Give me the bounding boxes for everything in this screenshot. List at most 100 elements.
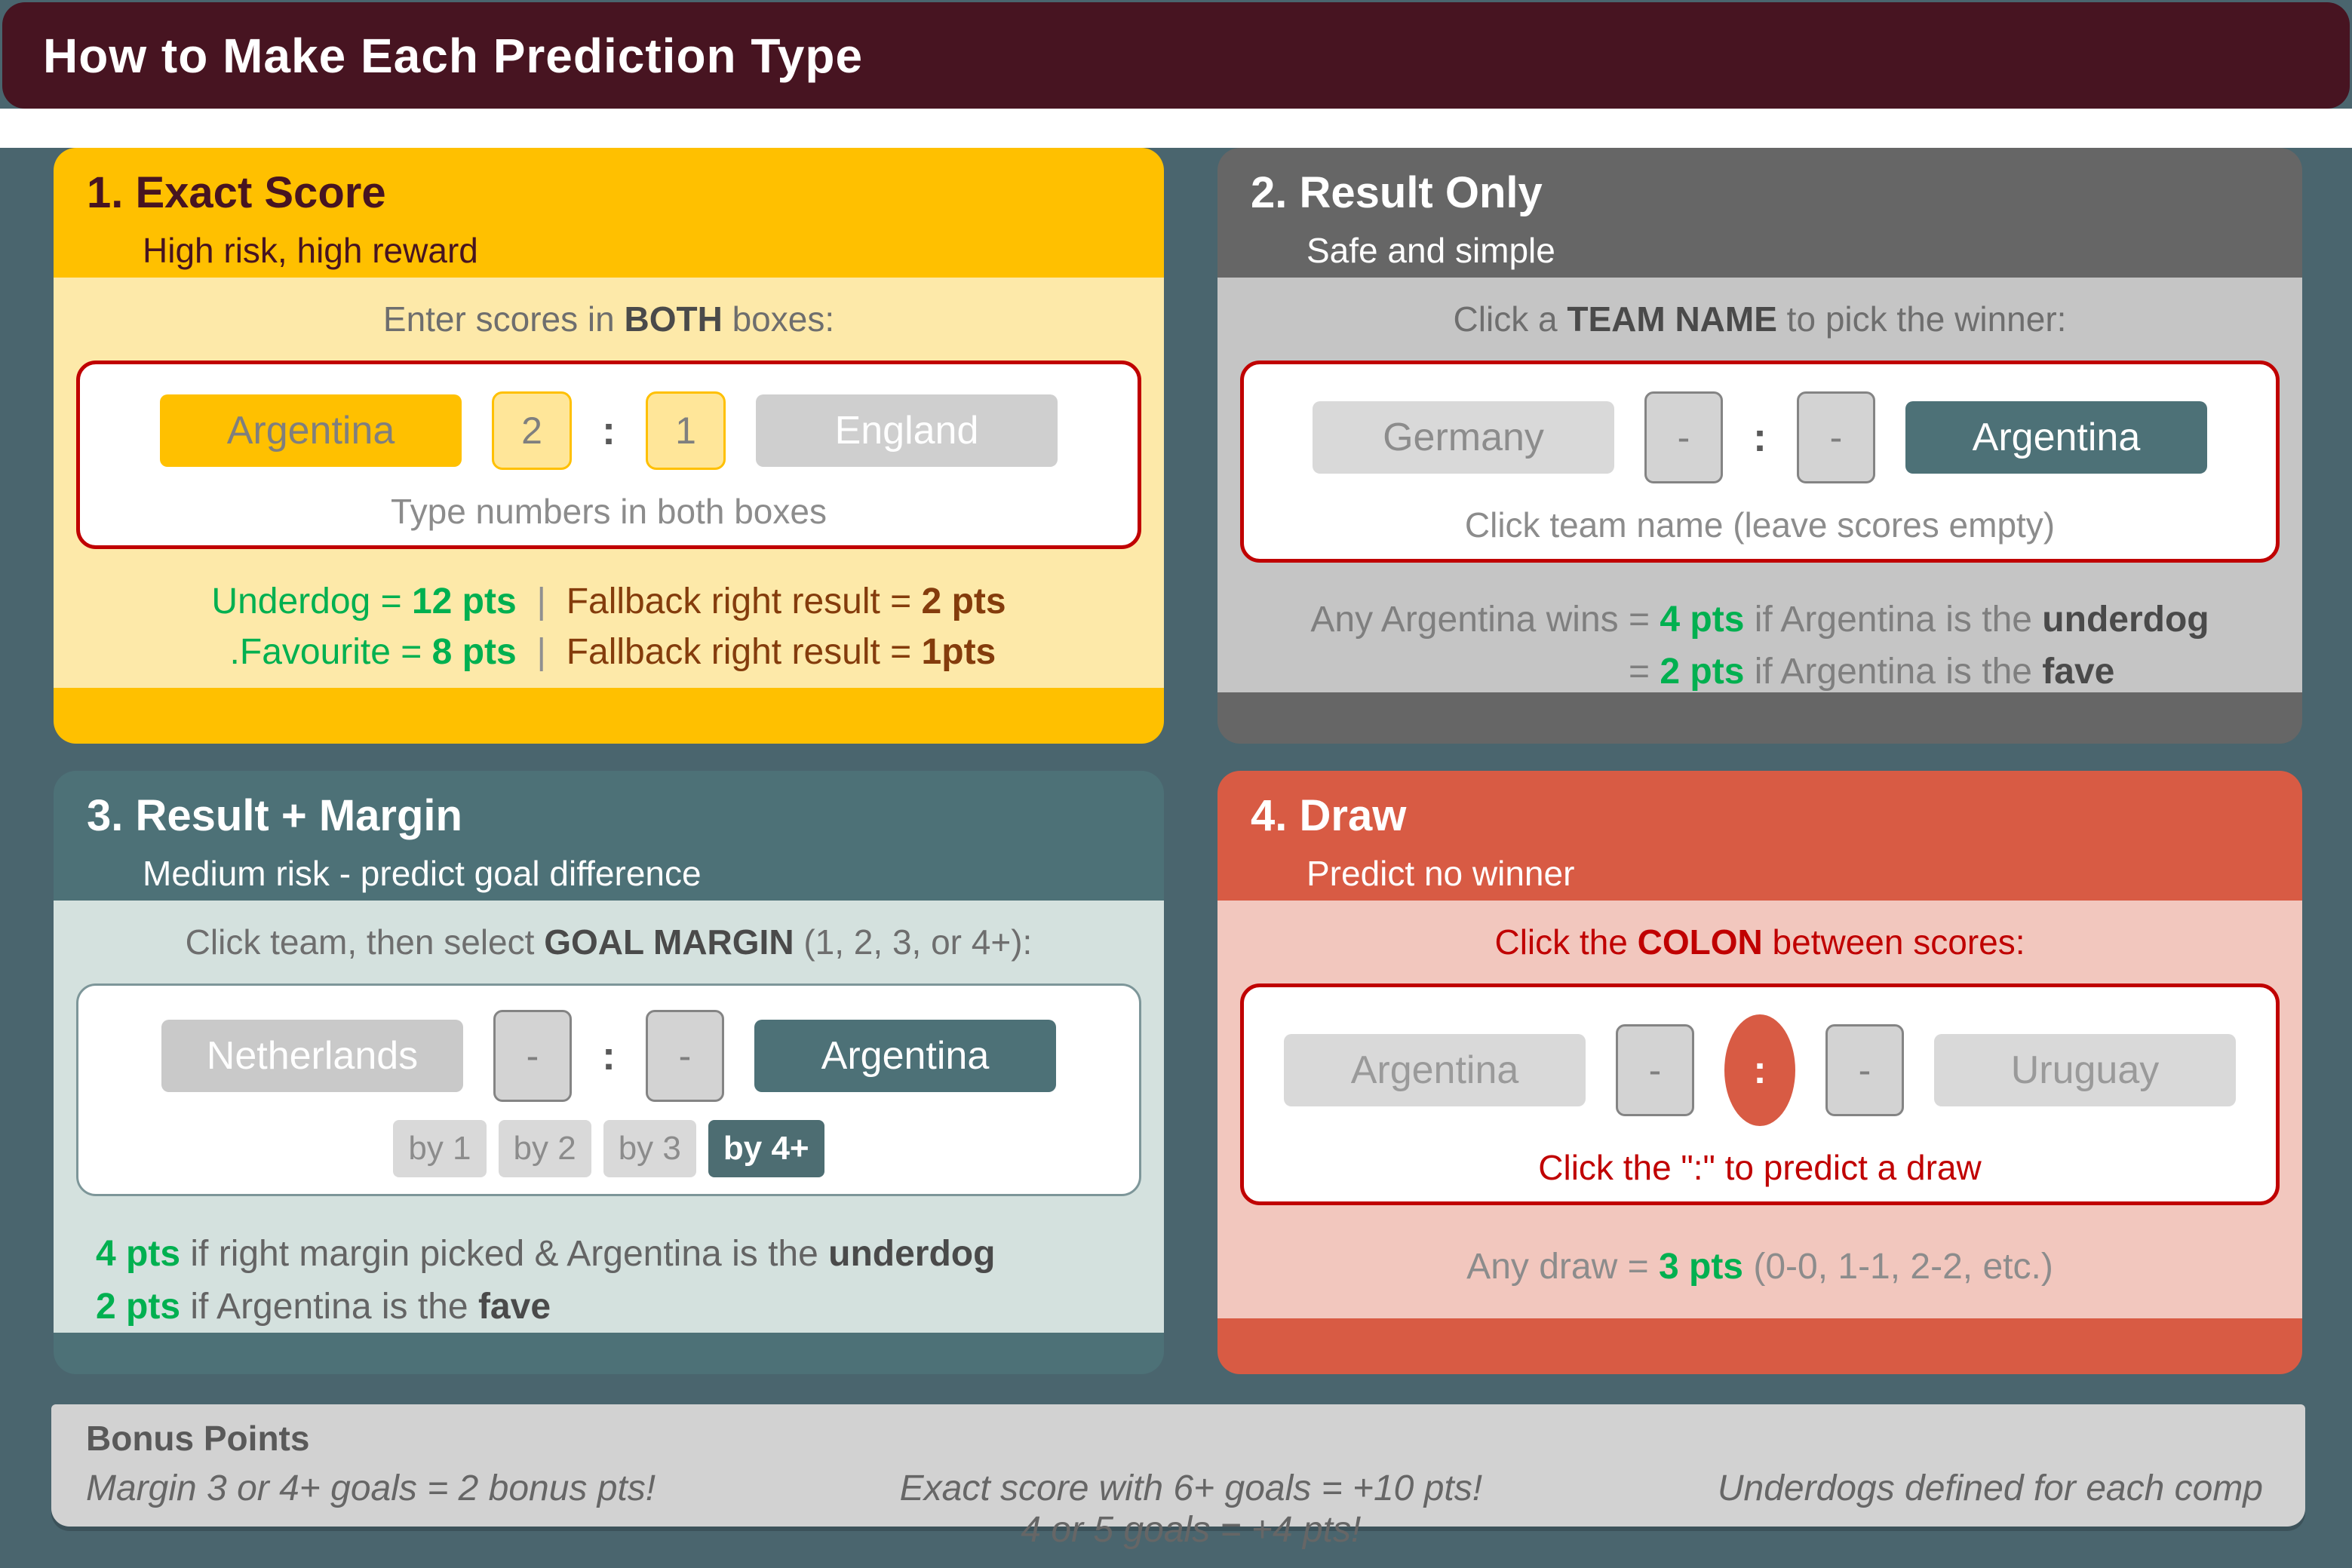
match-row: Germany - : - Argentina (1262, 391, 2258, 483)
margin-button-by3[interactable]: by 3 (603, 1120, 696, 1177)
card-draw-title: 4. Draw (1251, 791, 1407, 840)
draw-instruction: Click the COLON between scores: (1233, 922, 2287, 962)
away-team-button[interactable]: England (755, 394, 1058, 467)
bonus-points-bar: Bonus Points Margin 3 or 4+ goals = 2 bo… (51, 1404, 2305, 1550)
points-value: 2 pts (96, 1286, 181, 1327)
card-result-only-header: 2. Result Only Safe and simple (1217, 148, 2302, 278)
colon-separator: : (1753, 415, 1767, 460)
home-score-input[interactable]: 2 (492, 391, 572, 470)
points-label: .Favourite = (229, 632, 432, 672)
draw-demo-box: Argentina - : - Uruguay Click the ":" to… (1240, 983, 2280, 1205)
points-prefix: Any draw = (1466, 1247, 1659, 1287)
margin-button-by1[interactable]: by 1 (393, 1120, 487, 1177)
bonus-margin-note: Margin 3 or 4+ goals = 2 bonus pts! (86, 1468, 656, 1508)
exact-score-instruction: Enter scores in BOTH boxes: (69, 299, 1149, 339)
bonus-heading: Bonus Points (86, 1419, 310, 1458)
points-line-right: Fallback right result = 1pts (567, 631, 1006, 673)
card-result-margin: 3. Result + Margin Medium risk - predict… (54, 771, 1164, 1374)
card-draw-body: Click the COLON between scores: Argentin… (1217, 901, 2302, 1318)
home-team-button[interactable]: Netherlands (161, 1020, 463, 1092)
instruction-text: Click the (1494, 922, 1638, 962)
card-result-only: 2. Result Only Safe and simple Click a T… (1217, 148, 2302, 744)
points-eq: = (1628, 652, 1660, 692)
away-score-input[interactable]: - (1796, 391, 1875, 483)
exact-score-points: Underdog = 12 pts | Fallback right resul… (54, 581, 1164, 673)
points-suffix: (0-0, 1-1, 2-2, etc.) (1743, 1247, 2053, 1287)
points-value: 12 pts (411, 581, 517, 621)
result-margin-instruction: Click team, then select GOAL MARGIN (1, … (69, 922, 1149, 962)
points-value: 2 pts (921, 581, 1006, 621)
away-score-input[interactable]: 1 (645, 391, 726, 470)
points-line-left: .Favourite = 8 pts (211, 631, 517, 673)
points-value: 2 pts (1660, 652, 1745, 692)
colon-separator: : (602, 1033, 616, 1079)
bonus-exact-note: Exact score with 6+ goals = +10 pts! 4 o… (778, 1468, 1603, 1551)
card-footer-accent (1217, 692, 2302, 744)
card-result-only-subtitle: Safe and simple (1306, 231, 1555, 270)
away-team-button-selected[interactable]: Argentina (754, 1020, 1056, 1092)
points-emphasis: underdog (828, 1234, 996, 1274)
margin-button-by2[interactable]: by 2 (498, 1120, 591, 1177)
points-value: 4 pts (96, 1234, 181, 1274)
points-value: 1pts (921, 632, 996, 672)
away-team-button[interactable]: Uruguay (1934, 1034, 2236, 1106)
away-team-button-selected[interactable]: Argentina (1905, 401, 2207, 474)
home-team-button[interactable]: Argentina (1284, 1034, 1586, 1106)
result-only-points: Any Argentina wins = 4 pts if Argentina … (1217, 599, 2302, 692)
box-hint: Type numbers in both boxes (391, 492, 827, 531)
draw-colon-button-selected[interactable]: : (1724, 1014, 1795, 1126)
home-team-button[interactable]: Germany (1313, 401, 1614, 474)
home-score-input[interactable]: - (493, 1010, 572, 1102)
card-draw-header: 4. Draw Predict no winner (1217, 771, 2302, 901)
points-separator: | (536, 581, 546, 621)
instruction-text: boxes: (722, 299, 835, 339)
card-exact-score-body: Enter scores in BOTH boxes: Argentina 2 … (54, 278, 1164, 688)
away-score-input[interactable]: - (1825, 1024, 1904, 1116)
points-emphasis: fave (2042, 652, 2115, 692)
points-line: 4 pts if right margin picked & Argentina… (96, 1228, 1164, 1281)
card-result-only-title: 2. Result Only (1251, 168, 1543, 217)
card-result-margin-header: 3. Result + Margin Medium risk - predict… (54, 771, 1164, 901)
card-exact-score: 1. Exact Score High risk, high reward En… (54, 148, 1164, 744)
card-result-margin-body: Click team, then select GOAL MARGIN (1, … (54, 901, 1164, 1333)
points-label: Fallback right result = (566, 632, 922, 672)
exact-score-demo-box: Argentina 2 : 1 England Type numbers in … (76, 361, 1141, 549)
bonus-row: Margin 3 or 4+ goals = 2 bonus pts! Exac… (86, 1468, 2271, 1551)
points-emphasis: fave (477, 1286, 551, 1327)
away-score-input[interactable]: - (645, 1010, 724, 1102)
points-line-right: Fallback right result = 2 pts (567, 581, 1006, 622)
points-label: Fallback right result = (566, 581, 922, 621)
home-team-button[interactable]: Argentina (160, 394, 462, 467)
match-row: Argentina 2 : 1 England (98, 391, 1119, 470)
points-line: = 2 pts if Argentina is the fave (1629, 651, 2209, 692)
points-label: Underdog = (211, 581, 412, 621)
card-footer-accent (54, 688, 1164, 744)
box-hint: Click team name (leave scores empty) (1464, 505, 2056, 545)
bonus-underdog-note: Underdogs defined for each comp (1717, 1468, 2263, 1508)
card-result-only-body: Click a TEAM NAME to pick the winner: Ge… (1217, 278, 2302, 692)
instruction-emphasis: COLON (1637, 922, 1763, 962)
instruction-emphasis: BOTH (624, 299, 723, 339)
result-only-demo-box: Germany - : - Argentina Click team name … (1240, 361, 2280, 563)
points-text: if right margin picked & Argentina is th… (180, 1234, 829, 1274)
home-score-input[interactable]: - (1644, 391, 1723, 483)
bonus-exact-line2: 4 or 5 goals = +4 pts! (1021, 1510, 1362, 1550)
points-text: if Argentina is the (180, 1286, 478, 1327)
box-hint: Click the ":" to predict a draw (1538, 1148, 1982, 1187)
points-emphasis: underdog (2042, 600, 2209, 640)
card-result-margin-subtitle: Medium risk - predict goal difference (143, 854, 702, 893)
instruction-text: Click team, then select (185, 922, 545, 962)
match-row: Argentina - : - Uruguay (1262, 1014, 2258, 1126)
instruction-text: (1, 2, 3, or 4+): (794, 922, 1033, 962)
page-title: How to Make Each Prediction Type (43, 28, 864, 83)
margin-button-by4plus-selected[interactable]: by 4+ (708, 1120, 824, 1177)
points-prefix-empty (1310, 651, 1629, 692)
points-separator: | (536, 632, 546, 672)
divider-strip (0, 109, 2352, 148)
result-margin-points: 4 pts if right margin picked & Argentina… (96, 1228, 1164, 1333)
home-score-input[interactable]: - (1616, 1024, 1694, 1116)
points-text: if Argentina is the (1744, 600, 2043, 640)
result-margin-demo-box: Netherlands - : - Argentina by 1 by 2 by… (76, 983, 1141, 1196)
card-footer-accent (54, 1333, 1164, 1374)
